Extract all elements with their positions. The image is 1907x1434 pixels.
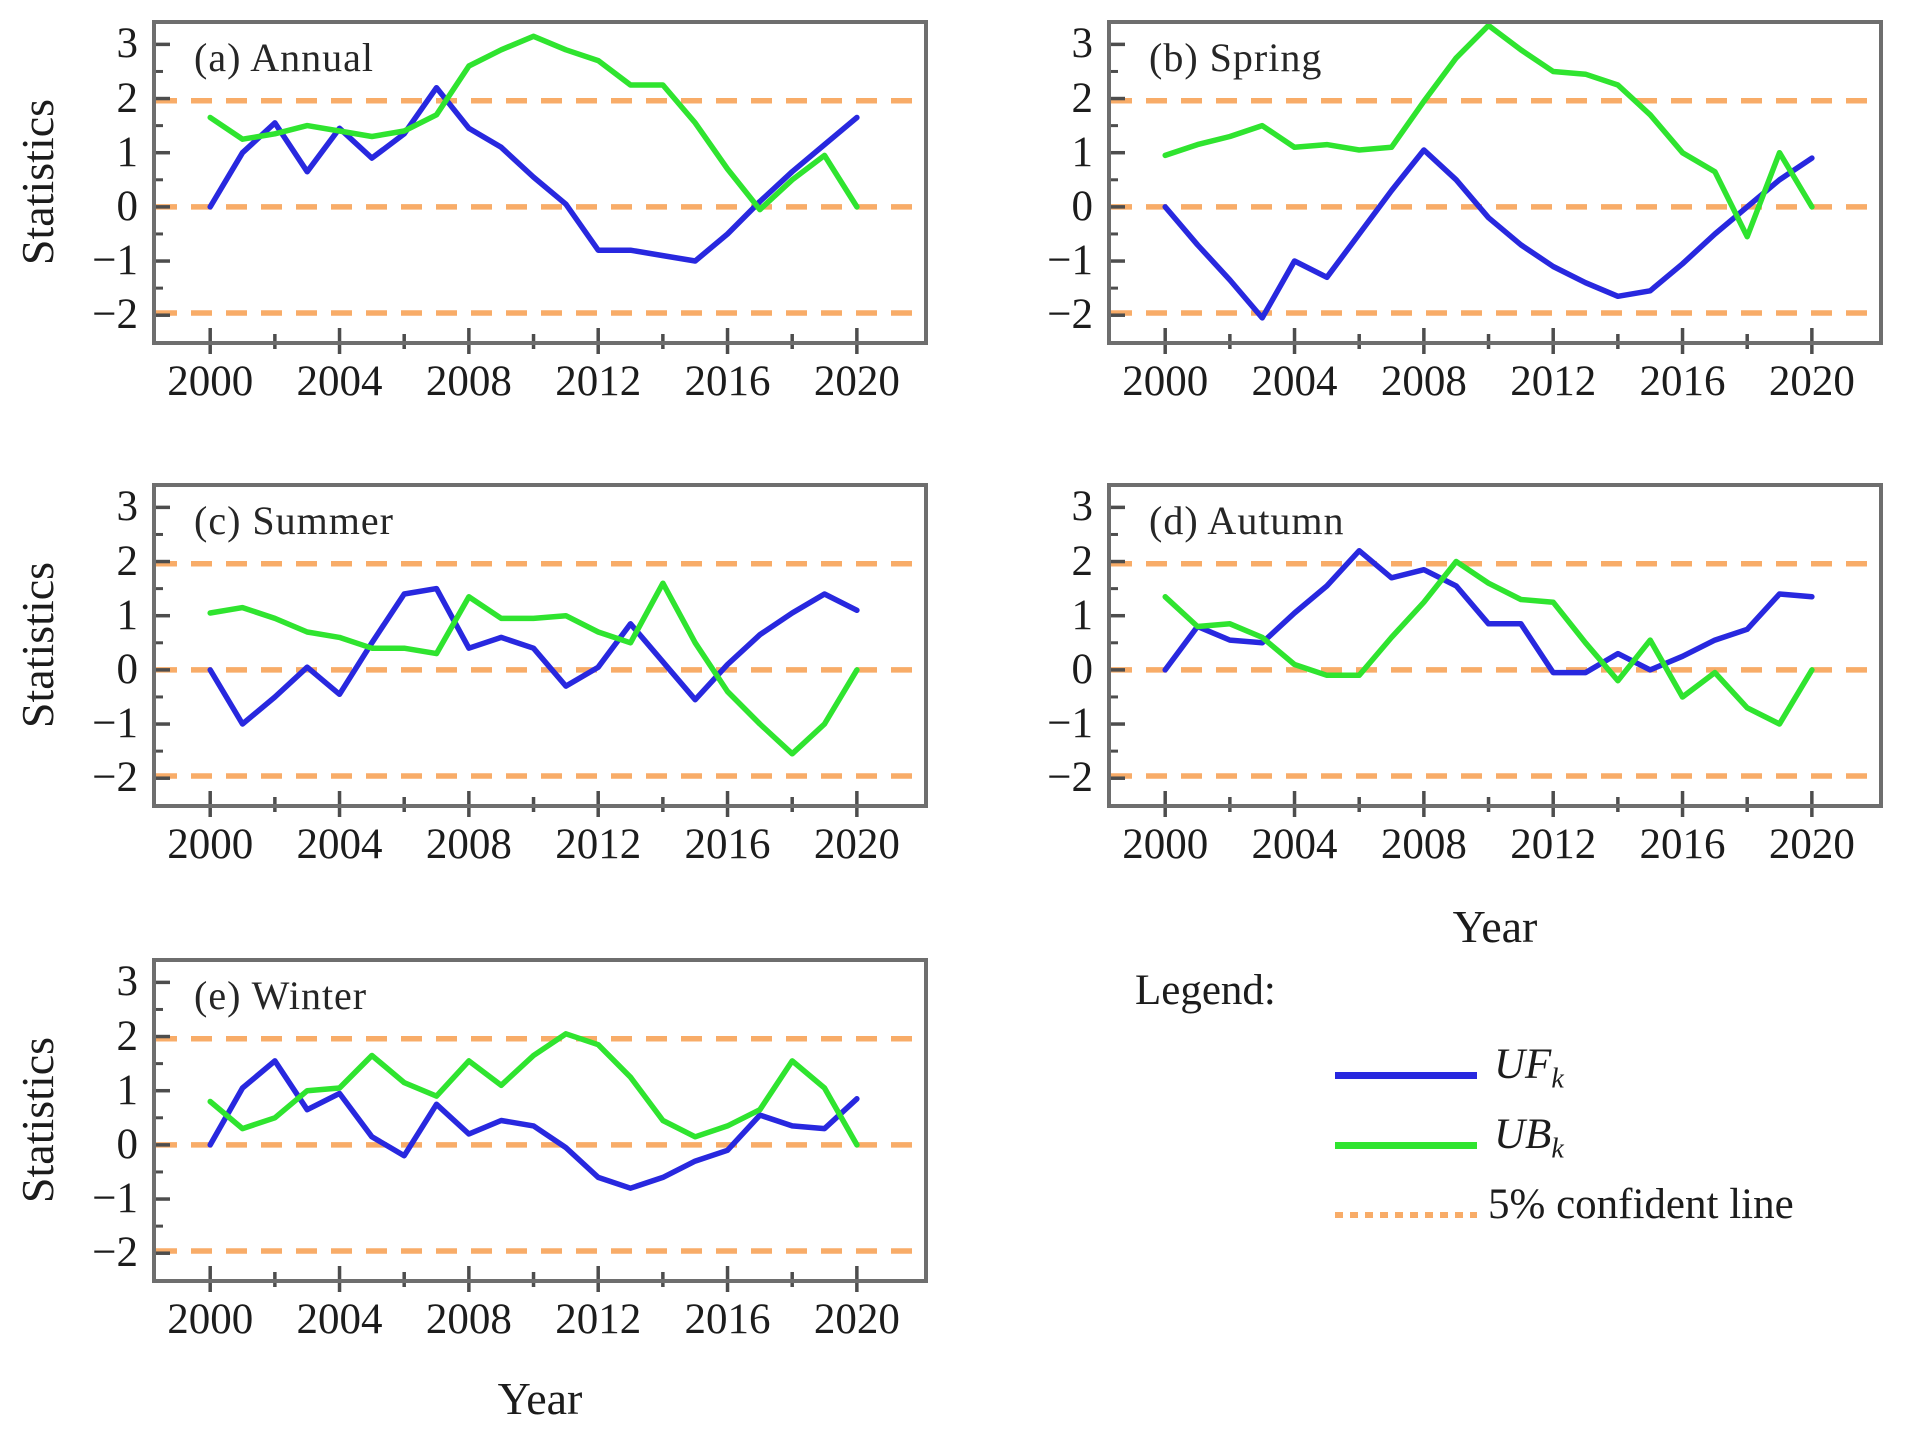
y-tick-label: 0 [116, 182, 139, 230]
ubk-line-autumn [1162, 558, 1815, 727]
panel-autumn: (d) Autumn [1107, 483, 1883, 817]
x-tick-label: 2008 [425, 358, 512, 405]
legend-item-ufk: UFk [1494, 1040, 1564, 1096]
ufk-line-autumn [1162, 547, 1815, 676]
x-tick-label: 2012 [1510, 358, 1597, 405]
summer-plot [152, 483, 928, 817]
x-tick-label: 2000 [1122, 821, 1209, 868]
x-tick-label: 2000 [167, 1296, 254, 1343]
ubk-line-summer [207, 580, 860, 757]
y-tick-label: 1 [1071, 128, 1094, 176]
y-tick-label: 0 [116, 645, 139, 693]
winter-plot [152, 958, 928, 1292]
y-tick-label: 3 [1071, 483, 1094, 531]
y-tick-label: −2 [92, 1229, 138, 1277]
y-tick-label: 1 [116, 1066, 139, 1114]
x-tick-label: 2016 [684, 358, 771, 405]
x-tick-label: 2016 [684, 1296, 771, 1343]
y-tick-label: −1 [92, 237, 138, 285]
y-tick-label: −2 [92, 754, 138, 802]
y-tick-label: 2 [116, 74, 139, 122]
y-tick-label: 3 [1071, 20, 1094, 68]
y-tick-label: 2 [116, 537, 139, 585]
y-tick-label: 3 [116, 483, 139, 531]
autumn-plot [1107, 483, 1883, 817]
x-tick-label: 2004 [296, 1296, 383, 1343]
y-tick-label: 2 [1071, 537, 1094, 585]
year-axis-label-autumn: Year [1452, 901, 1538, 952]
y-tick-label: 2 [1071, 74, 1094, 122]
y-tick-label: −2 [1047, 754, 1093, 802]
y-tick-label: 1 [116, 128, 139, 176]
legend-label-ufk: UF [1494, 1041, 1552, 1088]
x-tick-label: 2020 [813, 358, 900, 405]
y-tick-label: 0 [1071, 182, 1094, 230]
x-tick-label: 2004 [1251, 358, 1338, 405]
y-tick-label: −2 [92, 291, 138, 339]
ubk-line-winter [207, 1031, 860, 1148]
legend-label-ubk: UB [1494, 1111, 1552, 1158]
legend-label-confidence: 5% confident line [1488, 1181, 1794, 1228]
ubk-line-spring [1162, 22, 1815, 240]
ufk-line-annual [207, 84, 860, 264]
x-tick-label: 2016 [1639, 821, 1726, 868]
x-tick-label: 2012 [555, 358, 642, 405]
y-tick-label: 1 [1071, 591, 1094, 639]
x-tick-label: 2000 [167, 358, 254, 405]
legend-item-confidence-line: 5% confident line [1488, 1180, 1794, 1229]
x-tick-label: 2008 [1380, 358, 1467, 405]
y-tick-label: −1 [1047, 237, 1093, 285]
x-tick-label: 2004 [296, 358, 383, 405]
x-tick-label: 2020 [813, 1296, 900, 1343]
y-tick-label: 3 [116, 20, 139, 68]
ubk-line-annual [207, 33, 860, 213]
annual-plot [152, 20, 928, 354]
x-tick-label: 2012 [1510, 821, 1597, 868]
y-tick-label: −2 [1047, 291, 1093, 339]
x-tick-label: 2012 [555, 821, 642, 868]
x-tick-label: 2008 [425, 1296, 512, 1343]
x-tick-label: 2020 [813, 821, 900, 868]
x-tick-label: 2000 [1122, 358, 1209, 405]
legend-label-ufk-sub: k [1551, 1063, 1564, 1095]
legend-swatch-ufk [1335, 1072, 1477, 1079]
y-tick-label: −1 [92, 700, 138, 748]
x-tick-label: 2008 [425, 821, 512, 868]
legend-swatch-confidence-line [1335, 1212, 1477, 1218]
y-tick-label: −1 [92, 1175, 138, 1223]
panel-annual: (a) Annual [152, 20, 928, 354]
y-tick-label: 2 [116, 1012, 139, 1060]
x-tick-label: 2012 [555, 1296, 642, 1343]
panel-summer: (c) Summer [152, 483, 928, 817]
ufk-line-winter [207, 1058, 860, 1191]
y-tick-label: 1 [116, 591, 139, 639]
x-tick-label: 2020 [1768, 821, 1855, 868]
y-tick-label: 0 [1071, 645, 1094, 693]
spring-plot [1107, 20, 1883, 354]
y-tick-label: 0 [116, 1120, 139, 1168]
y-tick-label: 3 [116, 958, 139, 1006]
x-tick-label: 2016 [684, 821, 771, 868]
legend-title: Legend: [1135, 967, 1276, 1014]
ufk-line-spring [1162, 147, 1815, 321]
x-tick-label: 2000 [167, 821, 254, 868]
legend-swatch-ubk [1335, 1142, 1477, 1149]
y-tick-label: −1 [1047, 700, 1093, 748]
panel-winter: (e) Winter [152, 958, 928, 1292]
legend-label-ubk-sub: k [1551, 1133, 1564, 1165]
year-axis-label-winter: Year [497, 1373, 583, 1424]
x-tick-label: 2020 [1768, 358, 1855, 405]
x-tick-label: 2004 [296, 821, 383, 868]
x-tick-label: 2016 [1639, 358, 1726, 405]
x-tick-label: 2008 [1380, 821, 1467, 868]
legend-item-ubk: UBk [1494, 1110, 1564, 1166]
panel-spring: (b) Spring [1107, 20, 1883, 354]
ufk-line-summer [207, 585, 860, 727]
x-tick-label: 2004 [1251, 821, 1338, 868]
